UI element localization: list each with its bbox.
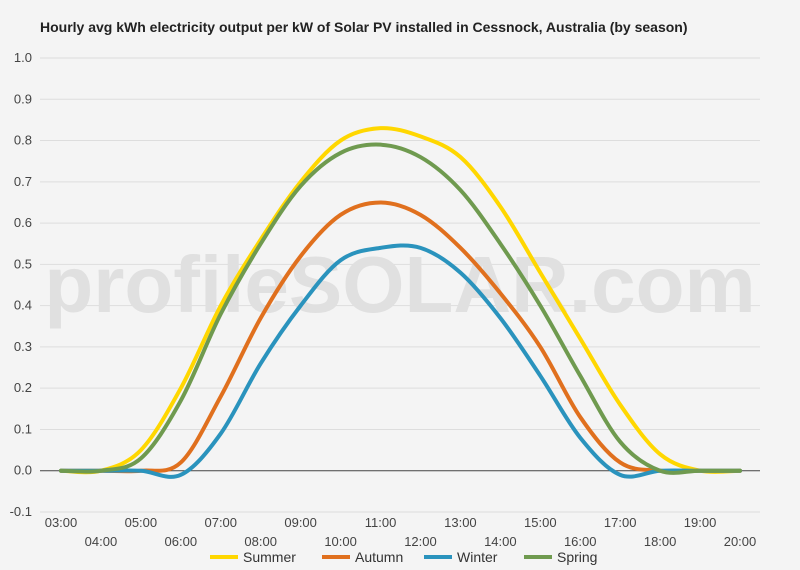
x-tick-label: 16:00 bbox=[564, 534, 597, 549]
x-tick-label: 05:00 bbox=[125, 515, 158, 530]
series-line-autumn bbox=[59, 200, 742, 474]
y-tick-label: 0.5 bbox=[14, 256, 32, 271]
x-tick-label: 10:00 bbox=[324, 534, 357, 549]
y-tick-label: 0.8 bbox=[14, 133, 32, 148]
y-tick-label: 0.9 bbox=[14, 91, 32, 106]
y-tick-label: 1.0 bbox=[14, 50, 32, 65]
legend-label-winter: Winter bbox=[457, 549, 498, 565]
x-tick-label: 07:00 bbox=[204, 515, 237, 530]
x-tick-label: 11:00 bbox=[365, 515, 397, 530]
x-tick-label: 15:00 bbox=[524, 515, 557, 530]
y-tick-label: 0.4 bbox=[14, 298, 32, 313]
y-tick-label: 0.0 bbox=[14, 463, 32, 478]
x-tick-label: 19:00 bbox=[684, 515, 717, 530]
x-tick-label: 08:00 bbox=[244, 534, 277, 549]
x-tick-label: 17:00 bbox=[604, 515, 637, 530]
y-tick-label: 0.3 bbox=[14, 339, 32, 354]
watermark-text: profileSOLAR.com bbox=[44, 240, 755, 329]
legend-label-autumn: Autumn bbox=[355, 549, 403, 565]
y-tick-label: 0.2 bbox=[14, 380, 32, 395]
x-tick-label: 20:00 bbox=[724, 534, 757, 549]
legend-label-spring: Spring bbox=[557, 549, 597, 565]
x-tick-label: 03:00 bbox=[45, 515, 78, 530]
x-tick-label: 18:00 bbox=[644, 534, 677, 549]
y-tick-label: 0.7 bbox=[14, 174, 32, 189]
x-tick-label: 13:00 bbox=[444, 515, 477, 530]
series-line-summer bbox=[59, 126, 742, 475]
series-line-winter bbox=[59, 243, 742, 479]
x-tick-label: 04:00 bbox=[85, 534, 118, 549]
legend-label-summer: Summer bbox=[243, 549, 296, 565]
chart-title: Hourly avg kWh electricity output per kW… bbox=[40, 19, 688, 35]
x-tick-label: 12:00 bbox=[404, 534, 437, 549]
x-tick-label: 09:00 bbox=[284, 515, 317, 530]
y-tick-label: -0.1 bbox=[10, 504, 32, 519]
y-tick-label: 0.1 bbox=[14, 421, 32, 436]
series-line-spring bbox=[59, 142, 742, 475]
x-tick-label: 14:00 bbox=[484, 534, 517, 549]
x-tick-label: 06:00 bbox=[165, 534, 198, 549]
y-tick-label: 0.6 bbox=[14, 215, 32, 230]
